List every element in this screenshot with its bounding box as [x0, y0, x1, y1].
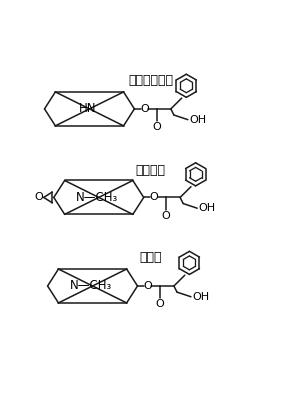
Text: O: O: [143, 281, 152, 291]
Text: OH: OH: [193, 292, 210, 302]
Text: OH: OH: [189, 115, 206, 125]
Text: N—CH₃: N—CH₃: [76, 191, 118, 204]
Text: O: O: [140, 104, 149, 114]
Text: O: O: [34, 192, 43, 203]
Text: 莨菪碱: 莨菪碱: [139, 251, 162, 264]
Text: 去甲基莨菪碱: 去甲基莨菪碱: [128, 74, 173, 87]
Text: O: O: [162, 211, 171, 221]
Text: HN: HN: [79, 102, 97, 115]
Text: O: O: [149, 192, 158, 203]
Text: O: O: [156, 299, 164, 309]
Text: OH: OH: [199, 203, 216, 213]
Text: 东莨菪碱: 东莨菪碱: [136, 164, 166, 177]
Text: O: O: [153, 123, 161, 132]
Text: N—CH₃: N—CH₃: [70, 279, 112, 292]
